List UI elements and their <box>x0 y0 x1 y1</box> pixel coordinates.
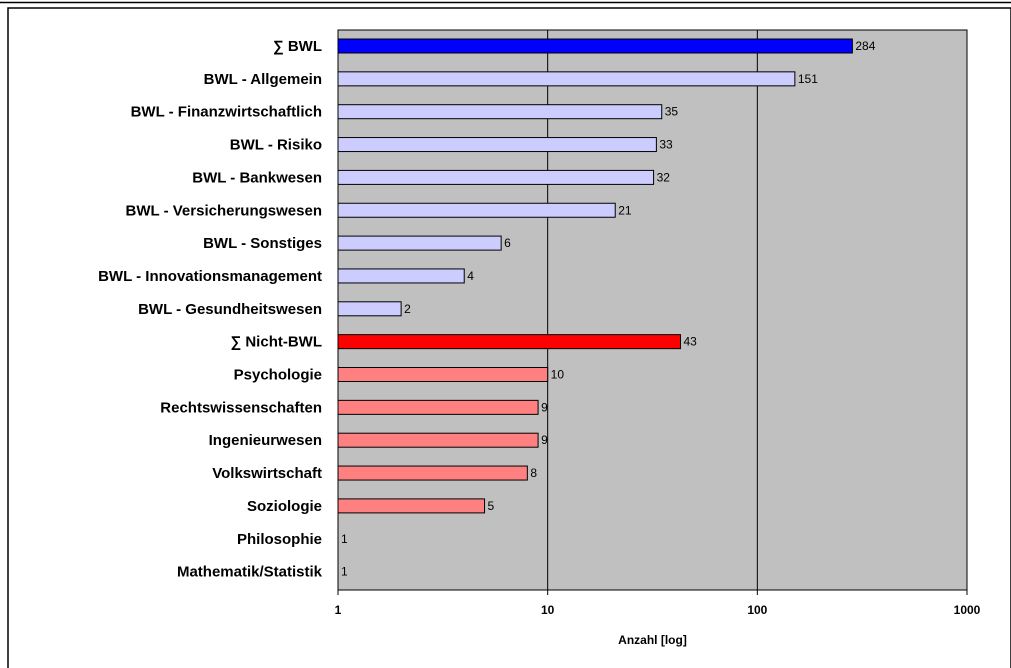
bar <box>337 137 657 153</box>
x-tick-label: 1000 <box>954 603 981 617</box>
bar <box>337 235 502 251</box>
bar <box>337 334 681 350</box>
category-label: Soziologie <box>247 498 322 515</box>
category-label: ∑ Nicht-BWL <box>230 334 322 351</box>
category-label: BWL - Finanzwirtschaftlich <box>131 104 322 121</box>
x-tick-label: 100 <box>747 603 767 617</box>
category-label: Mathematik/Statistik <box>177 564 323 581</box>
category-label: BWL - Gesundheitswesen <box>138 301 322 318</box>
category-label: BWL - Versicherungswesen <box>126 202 322 219</box>
category-label: Psychologie <box>234 367 322 384</box>
bar <box>337 465 528 481</box>
value-label: 6 <box>504 236 511 250</box>
value-label: 1 <box>341 565 348 579</box>
bar <box>337 432 539 448</box>
plot-area <box>337 29 968 591</box>
value-label: 284 <box>855 39 875 53</box>
value-label: 8 <box>530 466 537 480</box>
x-tick-label: 10 <box>541 603 555 617</box>
bar <box>337 169 655 185</box>
bar <box>337 399 539 415</box>
category-label: Rechtswissenschaften <box>160 399 322 416</box>
category-label: BWL - Innovationsmanagement <box>98 268 322 285</box>
value-label: 35 <box>665 105 679 119</box>
bar <box>337 71 796 87</box>
category-label: BWL - Sonstiges <box>203 235 322 252</box>
value-label: 32 <box>657 170 671 184</box>
bar <box>337 104 663 120</box>
bar <box>337 38 853 54</box>
value-label: 21 <box>618 203 632 217</box>
category-label: BWL - Allgemein <box>204 71 322 88</box>
value-label: 9 <box>541 433 548 447</box>
bar <box>337 268 465 284</box>
value-label: 33 <box>659 138 673 152</box>
category-label: BWL - Risiko <box>230 137 322 154</box>
category-label: ∑ BWL <box>273 38 322 55</box>
value-label: 151 <box>798 72 818 86</box>
category-label: Philosophie <box>237 531 322 548</box>
value-label: 4 <box>467 269 474 283</box>
category-label: Volkswirtschaft <box>212 465 322 482</box>
value-label: 43 <box>683 335 697 349</box>
x-tick-label: 1 <box>335 603 342 617</box>
value-label: 5 <box>488 499 495 513</box>
category-label: BWL - Bankwesen <box>192 169 322 186</box>
bar <box>337 301 402 317</box>
bar <box>337 498 486 514</box>
value-label: 9 <box>541 400 548 414</box>
bar <box>337 202 616 218</box>
value-label: 2 <box>404 302 411 316</box>
category-label: Ingenieurwesen <box>209 432 322 449</box>
value-label: 1 <box>341 532 348 546</box>
value-label: 10 <box>551 368 565 382</box>
bar <box>337 367 549 382</box>
x-axis-title: Anzahl [log] <box>618 633 687 647</box>
